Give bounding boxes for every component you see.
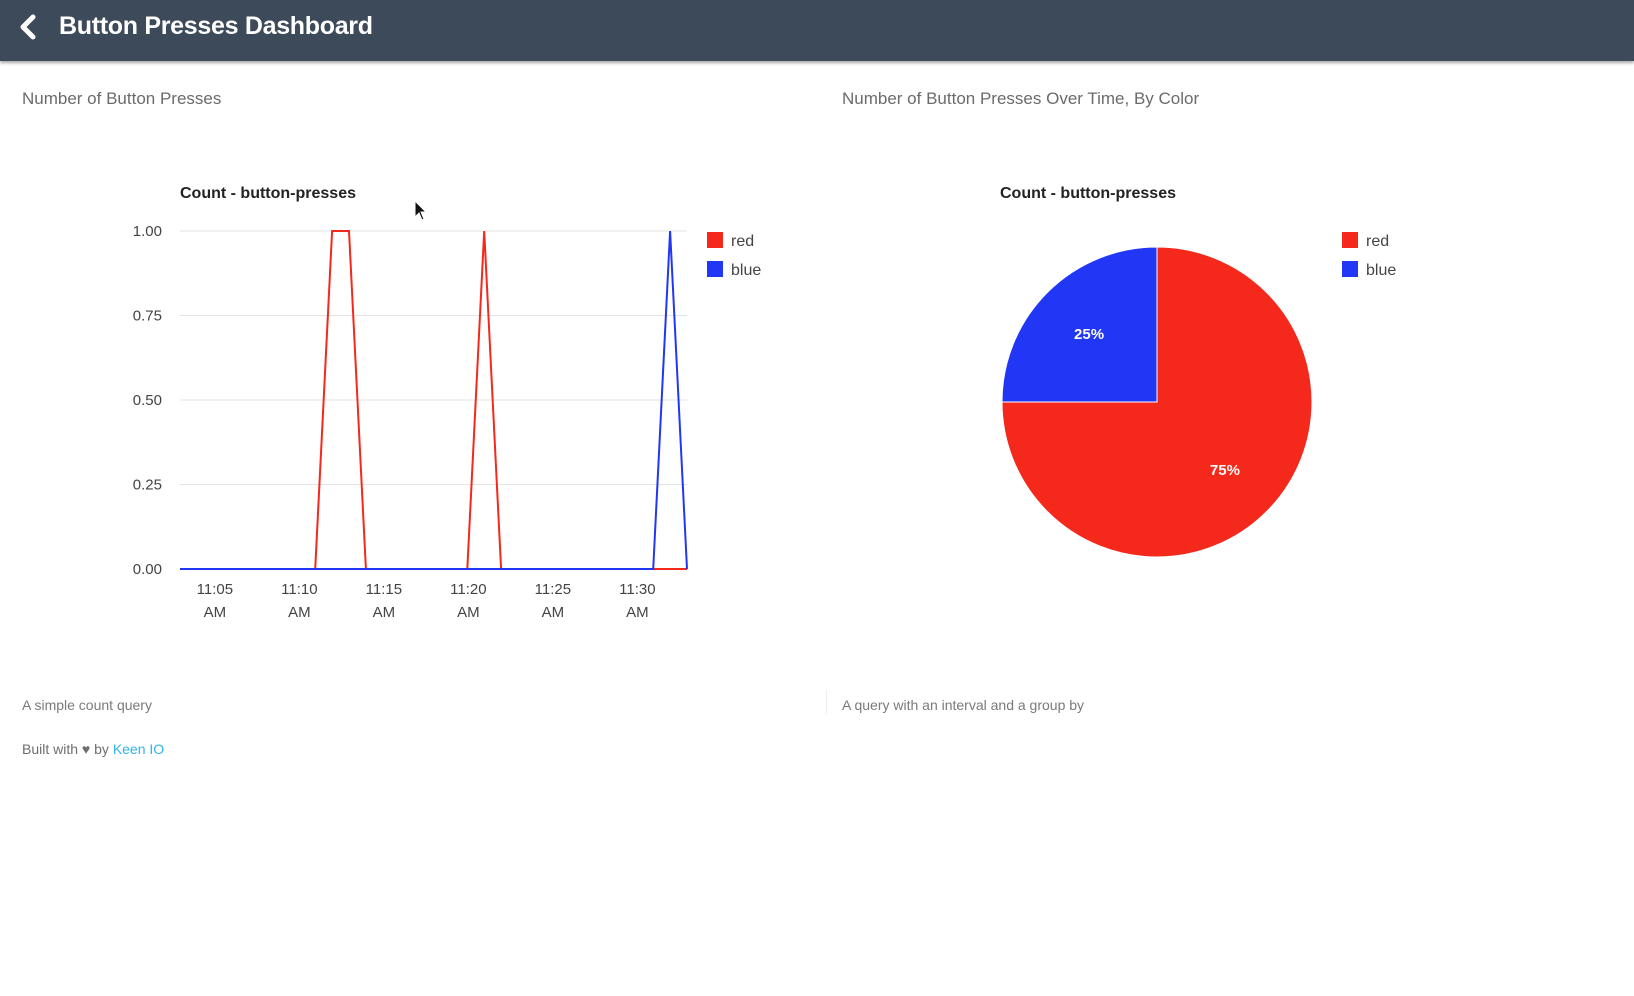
footer-prefix: Built with xyxy=(22,741,79,757)
x-tick-label-ampm: AM xyxy=(288,604,311,621)
legend-swatch-blue xyxy=(707,261,723,277)
x-tick-label: 11:30 xyxy=(619,581,655,598)
legend-label-red: red xyxy=(731,233,754,250)
pie-chart-title: Count - button-presses xyxy=(1000,185,1176,202)
x-tick-label: 11:20 xyxy=(450,581,486,598)
chevron-left-icon[interactable] xyxy=(14,12,44,42)
legend-swatch-blue xyxy=(1342,261,1358,277)
panel-divider xyxy=(826,690,827,714)
right-panel-title: Number of Button Presses Over Time, By C… xyxy=(842,89,1200,108)
left-panel-note: A simple count query xyxy=(22,697,152,713)
x-tick-label-ampm: AM xyxy=(373,604,396,621)
right-panel-note: A query with an interval and a group by xyxy=(842,697,1085,713)
legend-label-red: red xyxy=(1366,233,1389,250)
footer-by: by xyxy=(94,741,109,757)
legend-label-blue: blue xyxy=(1366,262,1396,279)
x-tick-label-ampm: AM xyxy=(204,604,227,621)
x-tick-label-ampm: AM xyxy=(626,604,649,621)
pie-chart: Count - button-presses 75% 25% red blue xyxy=(1000,185,1396,558)
x-tick-label: 11:25 xyxy=(535,581,571,598)
x-tick-label: 11:15 xyxy=(366,581,402,598)
x-tick-label: 11:05 xyxy=(197,581,233,598)
left-panel-title: Number of Button Presses xyxy=(22,89,222,108)
y-tick-label: 0.50 xyxy=(133,392,162,409)
line-chart-title: Count - button-presses xyxy=(180,185,356,202)
x-tick-label-ampm: AM xyxy=(542,604,565,621)
legend-label-blue: blue xyxy=(731,262,761,279)
series-line-blue xyxy=(180,230,688,570)
y-tick-label: 1.00 xyxy=(133,223,162,240)
y-tick-label: 0.00 xyxy=(133,561,162,578)
top-bar: Button Presses Dashboard xyxy=(0,0,1634,61)
pie-label-red: 75% xyxy=(1210,462,1240,479)
legend-swatch-red xyxy=(707,232,723,248)
heart-icon: ♥ xyxy=(81,741,91,757)
page-title: Button Presses Dashboard xyxy=(59,12,373,40)
pie-slice-blue xyxy=(1001,246,1158,403)
keen-io-link[interactable]: Keen IO xyxy=(112,741,165,757)
y-tick-label: 0.25 xyxy=(133,477,162,494)
pie-label-blue: 25% xyxy=(1074,326,1104,343)
x-tick-label: 11:10 xyxy=(281,581,317,598)
legend-swatch-red xyxy=(1342,232,1358,248)
footer: Built with ♥ by Keen IO xyxy=(22,741,164,757)
line-chart: Count - button-presses 0.00 0.25 0.50 0.75 1.… xyxy=(133,185,762,621)
y-tick-label: 0.75 xyxy=(133,308,162,325)
x-tick-label-ampm: AM xyxy=(457,604,480,621)
mouse-cursor-icon xyxy=(414,200,428,221)
pie-slice-red xyxy=(1001,246,1313,558)
